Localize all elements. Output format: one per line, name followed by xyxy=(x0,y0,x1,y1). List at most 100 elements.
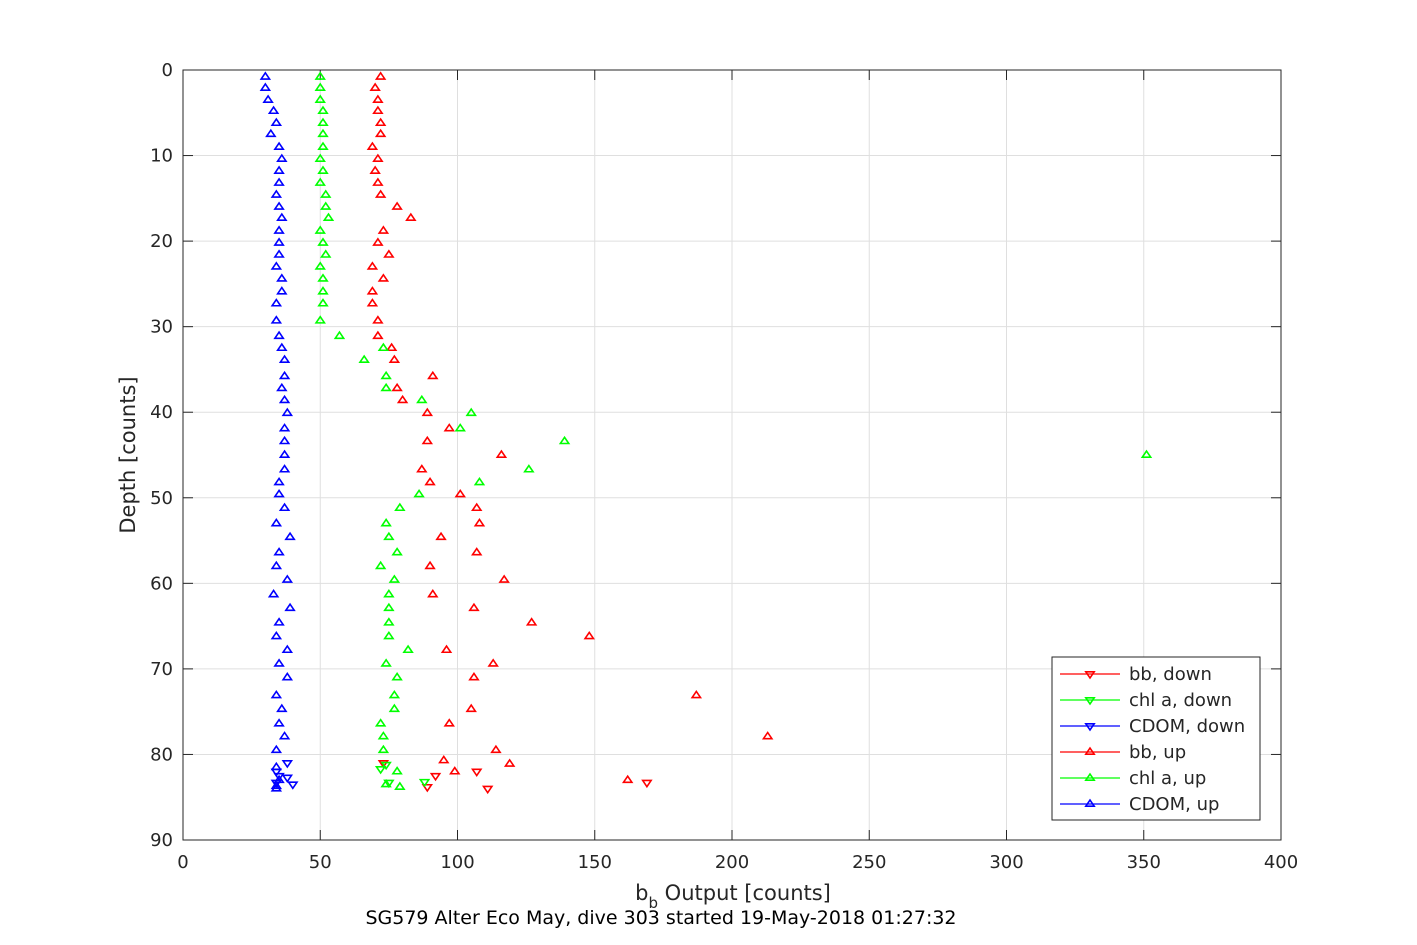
data-point xyxy=(503,758,516,767)
data-point xyxy=(394,502,406,512)
data-point xyxy=(380,370,392,380)
data-point xyxy=(583,630,595,640)
data-point xyxy=(278,370,291,380)
data-point xyxy=(270,315,283,324)
x-tick-label: 0 xyxy=(177,852,188,873)
data-point xyxy=(314,71,326,80)
data-point xyxy=(465,407,477,417)
data-point xyxy=(265,128,277,138)
data-point xyxy=(322,212,335,222)
x-axis-label: bb Output [counts] xyxy=(635,881,831,912)
data-point xyxy=(490,744,502,754)
data-point xyxy=(374,117,387,127)
x-tick-label: 200 xyxy=(715,852,749,873)
series-4-markers xyxy=(314,71,1153,790)
data-point xyxy=(270,189,283,198)
x-axis-label-main: b xyxy=(635,881,648,905)
data-point xyxy=(468,602,480,612)
data-point xyxy=(383,531,395,541)
data-point xyxy=(270,780,283,790)
data-point xyxy=(424,476,436,486)
data-point xyxy=(690,689,703,699)
legend-box xyxy=(1051,656,1261,821)
data-point xyxy=(498,574,510,583)
data-point xyxy=(380,382,392,392)
data-point xyxy=(276,273,288,282)
data-point xyxy=(259,82,272,91)
data-point xyxy=(276,703,288,713)
legend-entry: chl a, up xyxy=(1060,768,1206,789)
data-point xyxy=(270,783,283,792)
data-point xyxy=(320,201,332,210)
legend-label: bb, up xyxy=(1129,742,1186,763)
data-point xyxy=(278,464,291,473)
data-point xyxy=(273,201,285,210)
legend-marker xyxy=(1084,671,1096,680)
data-point xyxy=(641,779,653,789)
data-point xyxy=(273,488,285,498)
legend-entry: bb, down xyxy=(1060,664,1212,685)
data-point xyxy=(383,617,395,626)
data-point xyxy=(273,330,285,340)
data-point xyxy=(374,718,387,727)
y-tick-label: 50 xyxy=(150,488,173,509)
data-point xyxy=(380,658,392,667)
data-point xyxy=(374,560,387,570)
data-point xyxy=(374,765,387,775)
data-point xyxy=(270,117,283,127)
legend-marker xyxy=(1084,746,1096,755)
data-point xyxy=(284,531,296,541)
data-point xyxy=(383,779,395,789)
y-axis-label: Depth [counts] xyxy=(116,376,140,533)
data-point xyxy=(1140,449,1153,458)
x-tick-label: 350 xyxy=(1127,852,1161,873)
data-point xyxy=(317,141,329,150)
data-point xyxy=(314,225,326,234)
data-point xyxy=(273,718,285,727)
data-point xyxy=(262,94,274,103)
data-point xyxy=(421,783,434,793)
data-point xyxy=(385,342,398,352)
data-point xyxy=(473,476,486,486)
data-point xyxy=(383,249,395,258)
data-point xyxy=(495,449,508,458)
data-point xyxy=(273,772,285,782)
data-point xyxy=(377,744,390,754)
data-point xyxy=(621,774,634,784)
data-point xyxy=(391,382,403,392)
legend-marker xyxy=(1084,723,1096,732)
data-point xyxy=(427,589,439,598)
data-point xyxy=(358,354,370,364)
data-point xyxy=(276,153,288,162)
legend-marker xyxy=(1084,697,1096,706)
data-point xyxy=(281,760,294,769)
data-point xyxy=(388,689,401,699)
y-tick-label: 10 xyxy=(150,146,173,167)
data-point xyxy=(314,82,326,91)
data-point xyxy=(481,785,494,795)
chart-title: SG579 Alter Eco May, dive 303 started 19… xyxy=(365,907,956,929)
y-tick-label: 80 xyxy=(150,744,173,765)
data-point xyxy=(314,94,326,103)
data-point xyxy=(374,71,387,80)
data-point xyxy=(333,330,346,340)
data-point xyxy=(317,273,329,282)
data-point xyxy=(366,298,379,307)
data-point xyxy=(396,394,409,404)
data-point xyxy=(424,560,436,570)
data-point xyxy=(270,630,283,640)
data-point xyxy=(402,644,414,654)
data-point xyxy=(380,761,392,771)
data-point xyxy=(383,589,395,598)
data-point xyxy=(317,117,329,127)
legend-entry: CDOM, down xyxy=(1060,716,1245,737)
x-tick-label: 400 xyxy=(1264,852,1298,873)
data-point xyxy=(372,315,384,324)
data-point xyxy=(413,488,425,498)
series-1-markers xyxy=(374,761,431,789)
series-0-markers xyxy=(377,760,653,795)
data-point xyxy=(273,547,285,556)
legend-label: CDOM, up xyxy=(1129,794,1219,815)
data-point xyxy=(377,273,390,282)
data-point xyxy=(427,370,439,380)
